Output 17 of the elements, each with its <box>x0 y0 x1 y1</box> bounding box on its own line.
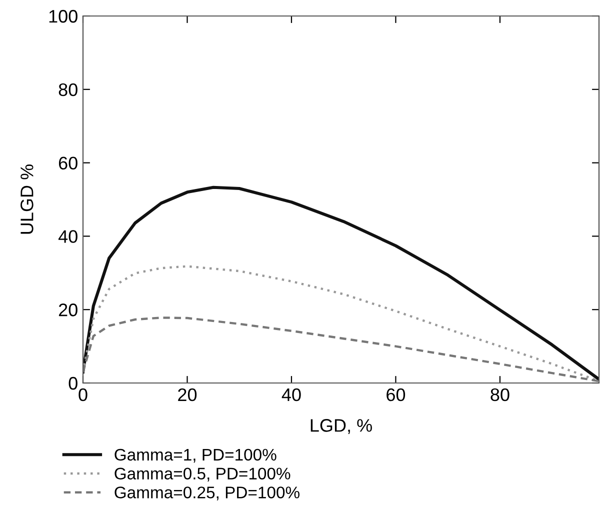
y-tick-label: 20 <box>58 304 78 316</box>
legend-label: Gamma=1, PD=100% <box>114 448 276 463</box>
x-tick-label: 40 <box>282 388 301 402</box>
x-axis-title: LGD, % <box>310 419 372 434</box>
y-tick-label: 40 <box>58 230 78 243</box>
legend-label: Gamma=0.25, PD=100% <box>114 486 300 500</box>
x-tick-label: 0 <box>78 388 88 402</box>
x-tick-label: 80 <box>490 388 510 402</box>
x-tick-label: 20 <box>178 388 197 402</box>
y-axis-title: ULGD % <box>20 164 34 234</box>
legend-label: Gamma=0.5, PD=100% <box>114 468 290 482</box>
y-tick-label: 100 <box>49 10 78 23</box>
y-tick-label: 60 <box>58 156 78 170</box>
line-series <box>83 186 599 381</box>
y-tick-label: 80 <box>58 83 78 96</box>
x-tick-label: 60 <box>386 388 406 402</box>
y-tick-label: 0 <box>68 376 78 390</box>
